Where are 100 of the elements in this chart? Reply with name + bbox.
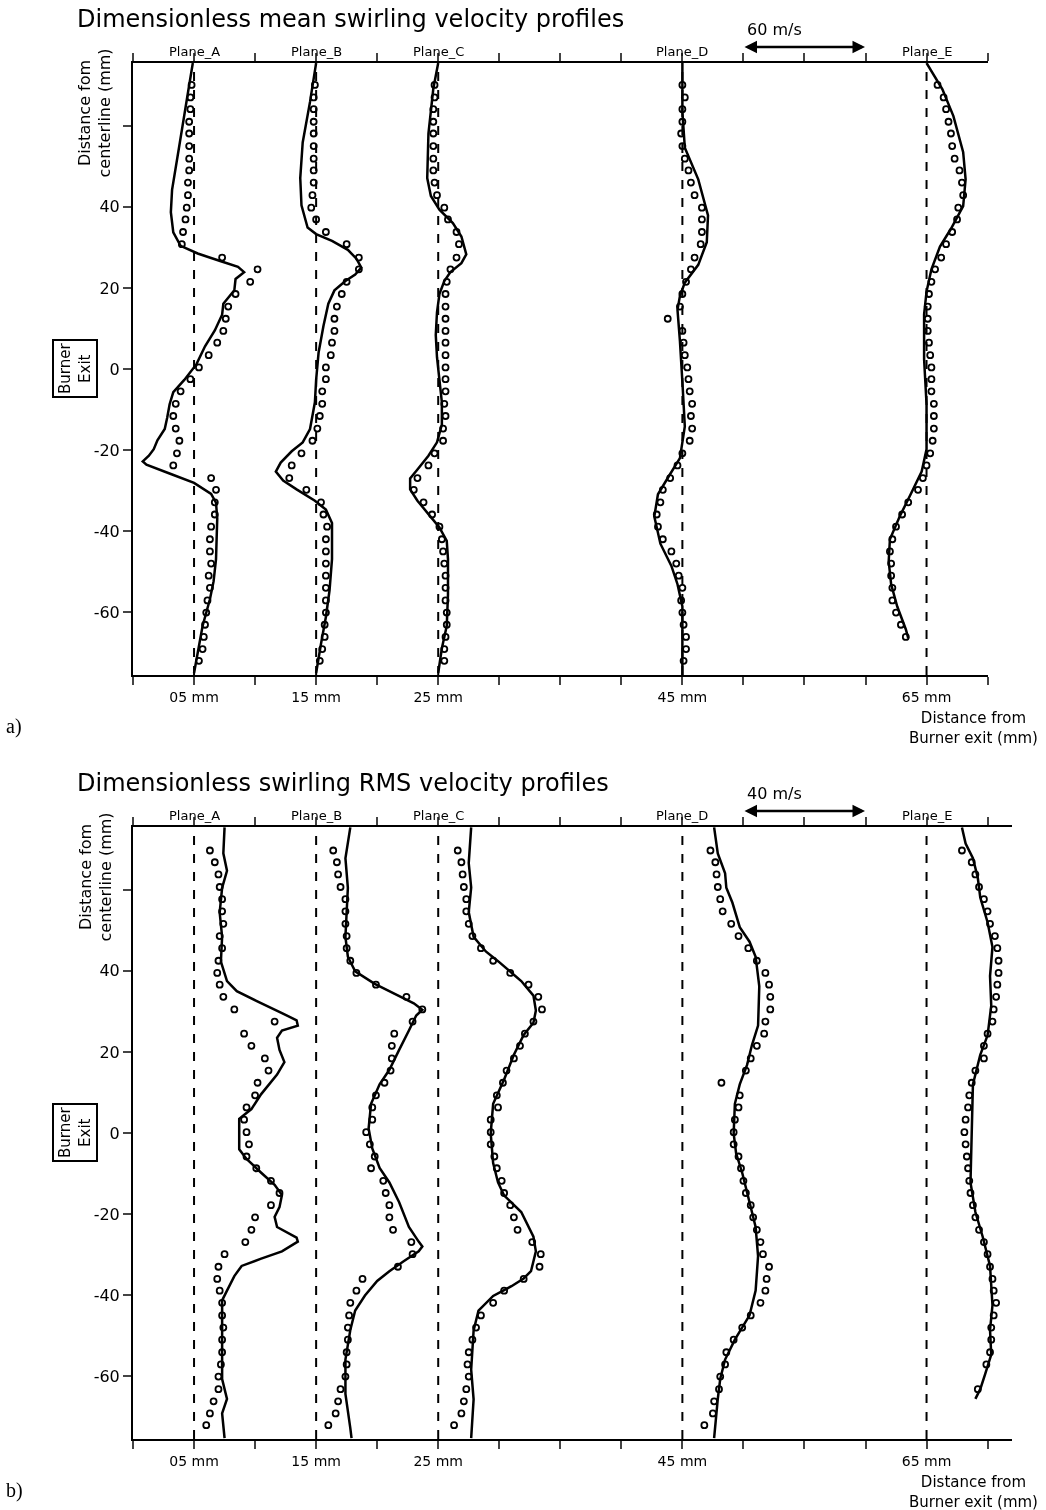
point: [175, 436, 184, 445]
point: [766, 992, 775, 1001]
ref-line-label: Plane_A: [169, 808, 221, 823]
point: [285, 474, 294, 482]
point: [888, 583, 897, 592]
point: [927, 363, 936, 372]
point: [367, 1164, 375, 1173]
point: [688, 399, 697, 408]
point: [897, 620, 905, 629]
point: [210, 498, 219, 507]
point: [744, 944, 753, 953]
y-tick-label: -40: [93, 521, 120, 541]
point: [937, 253, 946, 262]
point: [741, 1189, 750, 1197]
point: [489, 1298, 498, 1307]
point: [439, 547, 447, 556]
point: [429, 142, 438, 150]
point: [441, 583, 450, 592]
point: [685, 436, 694, 445]
point: [528, 1238, 537, 1246]
point: [687, 178, 695, 187]
point: [176, 387, 185, 396]
point: [734, 1152, 743, 1161]
point: [734, 932, 743, 940]
point: [184, 191, 192, 200]
point: [429, 166, 438, 175]
point: [202, 1421, 211, 1430]
point: [441, 327, 450, 335]
point: [381, 1189, 390, 1197]
point: [251, 1091, 259, 1100]
point: [331, 1409, 340, 1418]
point: [892, 522, 900, 531]
point: [177, 240, 186, 249]
point: [201, 620, 209, 629]
point: [430, 178, 439, 187]
point: [993, 980, 1002, 989]
point: [354, 265, 363, 274]
point: [458, 870, 467, 879]
point: [486, 1128, 495, 1137]
point: [324, 1421, 333, 1430]
point: [242, 1103, 251, 1112]
ref-line-label: Plane_E: [902, 808, 953, 823]
point: [683, 363, 692, 372]
point: [326, 351, 335, 360]
point: [345, 1311, 353, 1320]
point: [986, 1262, 994, 1271]
point: [218, 1311, 227, 1320]
point: [929, 412, 938, 420]
point: [318, 387, 327, 396]
point: [275, 1189, 284, 1197]
point: [486, 1140, 495, 1149]
point: [251, 1213, 259, 1222]
x-tick-label: 45 mm: [657, 688, 708, 705]
point: [715, 1385, 723, 1394]
point: [735, 1091, 744, 1100]
point: [332, 302, 341, 311]
point: [914, 485, 922, 494]
point: [502, 1066, 511, 1075]
point: [354, 253, 363, 262]
point: [309, 166, 318, 175]
point: [169, 461, 178, 470]
point: [206, 846, 214, 855]
point: [887, 571, 896, 580]
point: [967, 858, 976, 867]
point: [761, 1017, 770, 1026]
point: [409, 485, 418, 494]
x-tick-label: 25 mm: [413, 688, 463, 705]
point: [329, 846, 338, 855]
point: [309, 105, 318, 114]
point: [252, 1164, 261, 1173]
point: [524, 980, 533, 989]
point: [939, 93, 948, 102]
point: [980, 1041, 988, 1050]
point: [948, 228, 957, 236]
point: [975, 883, 983, 891]
point: [983, 1029, 992, 1038]
point: [430, 449, 439, 458]
x-tick-label: 65 mm: [901, 1452, 952, 1469]
point: [185, 117, 194, 126]
point: [901, 633, 910, 641]
point: [682, 645, 690, 653]
point: [923, 302, 932, 311]
point: [207, 474, 216, 482]
point: [408, 1017, 417, 1026]
point: [202, 608, 211, 617]
point: [321, 596, 330, 605]
point: [372, 980, 380, 989]
point: [942, 105, 950, 114]
point: [761, 969, 770, 977]
point: [219, 1323, 228, 1332]
point: [385, 1201, 394, 1210]
y-tick-label: 40: [99, 197, 120, 217]
point: [673, 461, 682, 470]
point: [983, 1250, 992, 1259]
point: [927, 375, 936, 384]
point: [975, 1225, 983, 1234]
point: [372, 1091, 380, 1100]
point: [242, 1128, 251, 1137]
point: [184, 178, 192, 187]
point: [756, 1298, 765, 1307]
